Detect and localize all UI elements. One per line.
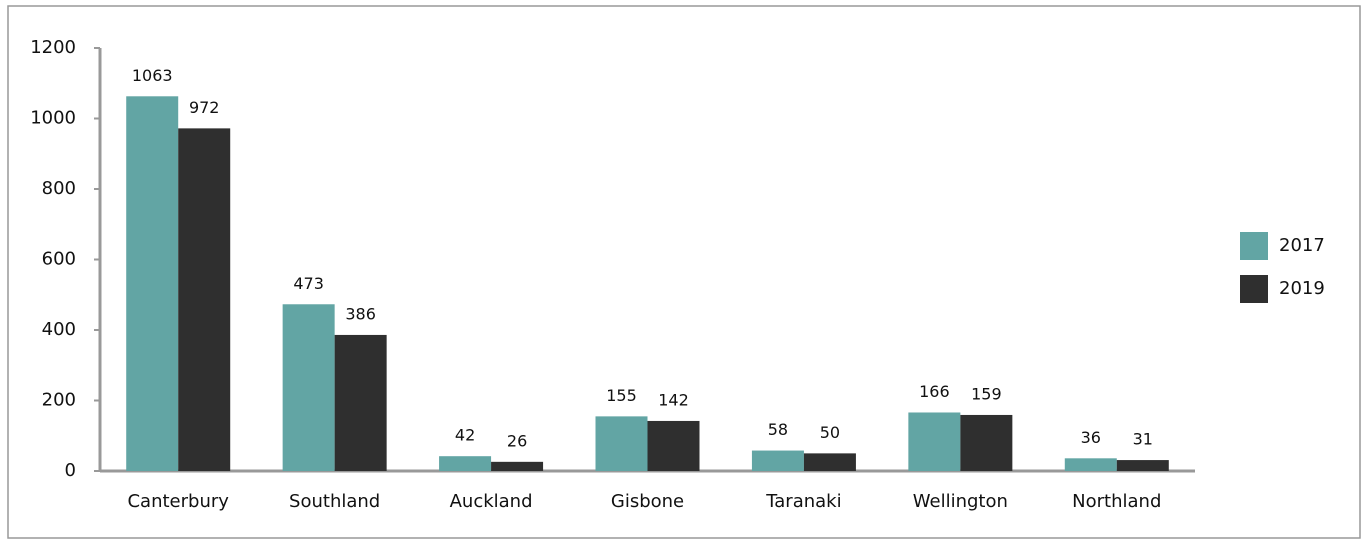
value-label: 31 xyxy=(1133,430,1153,449)
value-label: 166 xyxy=(919,382,950,401)
value-label: 159 xyxy=(971,384,1002,403)
bar xyxy=(126,96,179,471)
y-tick-label: 1000 xyxy=(30,108,76,129)
value-label: 142 xyxy=(658,390,689,409)
bar xyxy=(491,461,544,471)
frame xyxy=(7,5,1361,539)
value-label: 155 xyxy=(606,386,637,405)
value-label: 36 xyxy=(1081,428,1101,447)
bar xyxy=(908,412,961,471)
y-tick-label: 0 xyxy=(65,460,76,481)
legend-swatch xyxy=(1240,275,1268,303)
legend-label: 2017 xyxy=(1279,235,1325,256)
value-label: 50 xyxy=(820,423,840,442)
value-label: 42 xyxy=(455,426,475,445)
bar xyxy=(803,453,856,471)
bar xyxy=(960,414,1013,471)
value-label: 58 xyxy=(768,420,788,439)
value-label: 972 xyxy=(189,98,220,117)
y-tick-label: 1200 xyxy=(30,37,76,58)
x-tick-label: Wellington xyxy=(913,491,1008,512)
bar xyxy=(439,456,492,471)
x-tick-label: Taranaki xyxy=(765,491,841,512)
bar xyxy=(595,416,648,471)
legend-label: 2019 xyxy=(1279,278,1325,299)
bar xyxy=(334,334,387,471)
value-label: 386 xyxy=(345,304,376,323)
x-tick-label: Northland xyxy=(1072,491,1161,512)
bar xyxy=(1064,458,1117,471)
bar xyxy=(647,420,700,471)
x-tick-label: Gisbone xyxy=(611,491,684,512)
value-label: 1063 xyxy=(132,66,173,85)
x-tick-label: Auckland xyxy=(450,491,533,512)
value-label: 26 xyxy=(507,431,527,450)
bar xyxy=(1116,460,1169,471)
bar xyxy=(751,450,804,471)
x-tick-label: Southland xyxy=(289,491,380,512)
y-tick-label: 600 xyxy=(42,249,76,270)
y-tick-label: 200 xyxy=(42,390,76,411)
y-tick-label: 800 xyxy=(42,178,76,199)
y-tick-label: 400 xyxy=(42,319,76,340)
legend-swatch xyxy=(1240,232,1268,260)
x-tick-label: Canterbury xyxy=(127,491,229,512)
bar xyxy=(178,128,231,471)
bar xyxy=(282,304,335,471)
value-label: 473 xyxy=(293,274,324,293)
